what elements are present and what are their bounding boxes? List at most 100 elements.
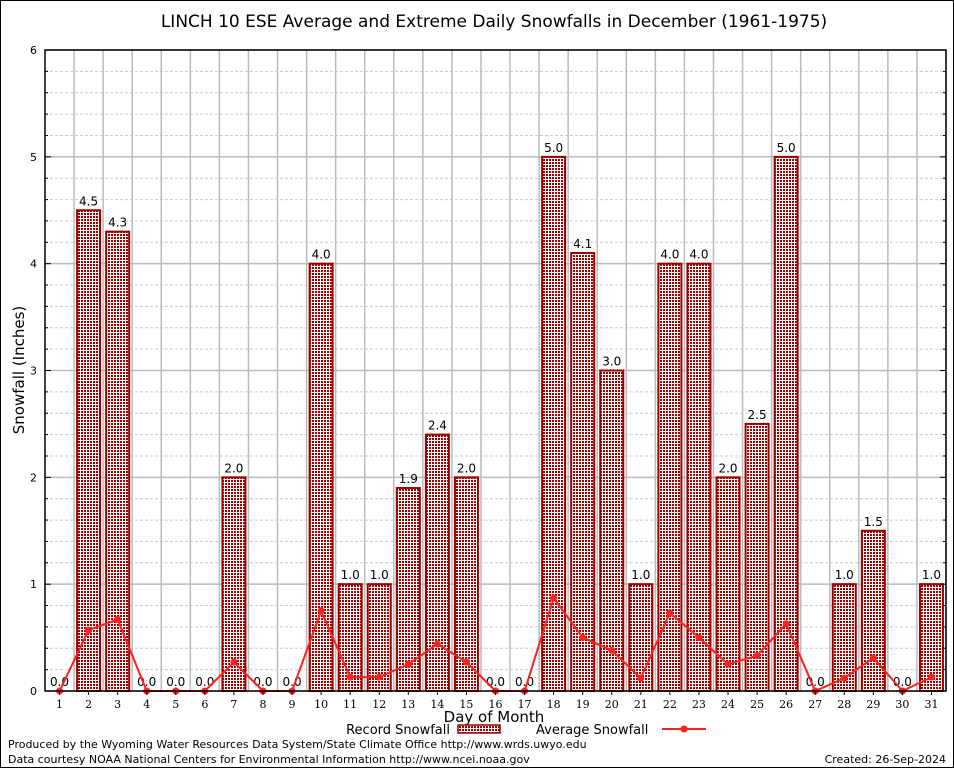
x-tick-label: 4 [143,698,150,711]
x-tick-label: 11 [343,698,357,711]
x-tick-label: 6 [201,698,208,711]
x-tick-label: 3 [114,698,121,711]
average-point [782,620,790,628]
bar-value-label: 1.0 [341,568,360,582]
x-tick-label: 24 [721,698,735,711]
average-point [840,674,848,682]
average-point [317,607,325,615]
bar-value-label: 1.0 [835,568,854,582]
footer-produced: Produced by the Wyoming Water Resources … [8,738,587,751]
x-tick-label: 10 [314,698,328,711]
x-tick-label: 28 [837,698,851,711]
x-tick-label: 19 [576,698,590,711]
bar-value-label: 0.0 [283,675,302,689]
y-axis-label: Snowfall (Inches) [10,306,28,434]
x-tick-label: 13 [401,698,415,711]
average-point [85,626,93,634]
bar-value-label: 0.0 [515,675,534,689]
record-bar [715,476,741,693]
record-bar [76,209,102,692]
legend-record-swatch [457,724,501,734]
bar-value-label: 4.0 [689,248,708,262]
x-tick-label: 27 [808,698,822,711]
bar-value-label: 1.5 [864,515,883,529]
legend-average-marker [680,725,688,733]
record-bar [773,155,799,693]
y-tick-label: 3 [30,365,37,378]
bar-value-label: 4.5 [79,194,98,208]
average-point [666,609,674,617]
record-bar [744,422,770,692]
footer-courtesy: Data courtesy NOAA National Centers for … [8,753,530,766]
x-tick-label: 15 [459,698,473,711]
bar-value-label: 5.0 [777,141,796,155]
average-point [230,658,238,666]
average-point [579,634,587,642]
plot-frame [44,49,947,692]
bar-value-label: 0.0 [195,675,214,689]
x-tick-label: 30 [895,698,909,711]
record-bar [657,262,683,692]
average-point [462,658,470,666]
average-point [433,640,441,648]
bar-value-label: 0.0 [166,675,185,689]
footer-created: Created: 26-Sep-2024 [824,753,946,766]
average-point [695,634,703,642]
x-tick-label: 25 [750,698,764,711]
bar-value-label: 2.0 [718,461,737,475]
bar-value-label: 4.1 [573,237,592,251]
y-tick-label: 5 [30,151,37,164]
average-point [608,646,616,654]
bar-value-label: 2.0 [224,461,243,475]
x-tick-label: 23 [692,698,706,711]
record-bar [541,155,567,693]
bar-value-label: 0.0 [50,675,69,689]
record-bar [599,369,625,692]
x-tick-label: 5 [172,698,179,711]
bar-value-label: 4.0 [660,248,679,262]
x-tick-label: 1 [56,698,63,711]
x-tick-label: 20 [605,698,619,711]
y-tick-label: 1 [30,578,37,591]
x-tick-label: 16 [489,698,503,711]
average-point [927,673,935,681]
bar-value-label: 1.0 [922,568,941,582]
x-tick-label: 21 [634,698,648,711]
y-tick-label: 6 [30,44,37,57]
legend-record-label: Record Snowfall [346,723,450,738]
x-tick-label: 29 [866,698,880,711]
bar-value-label: 3.0 [602,355,621,369]
chart-title: LINCH 10 ESE Average and Extreme Daily S… [161,12,827,32]
average-point [114,615,122,623]
bar-value-label: 0.0 [253,675,272,689]
average-point [346,673,354,681]
bar-value-label: 2.0 [457,461,476,475]
bar-value-label: 0.0 [486,675,505,689]
average-point [753,652,761,660]
x-tick-label: 12 [372,698,386,711]
x-tick-label: 17 [518,698,532,711]
x-tick-label: 7 [230,698,237,711]
average-point [550,594,558,602]
bar-value-label: 4.3 [108,216,127,230]
bar-value-label: 1.9 [399,472,418,486]
bar-value-label: 4.0 [312,248,331,262]
bar-value-label: 1.0 [631,568,650,582]
record-bar [686,262,712,692]
y-tick-label: 2 [30,471,37,484]
y-tick-label: 4 [30,258,37,271]
x-axis-label: Day of Month [444,708,545,726]
x-tick-label: 22 [663,698,677,711]
legend-average-label: Average Snowfall [536,723,648,738]
legend: Record Snowfall Average Snowfall [346,723,706,738]
bar-value-label: 2.5 [748,408,767,422]
record-bar [395,487,421,692]
average-point [375,673,383,681]
average-point [869,654,877,662]
record-bar [424,433,450,692]
y-tick-label: 0 [30,685,37,698]
x-tick-label: 18 [547,698,561,711]
bar-value-label: 1.0 [370,568,389,582]
